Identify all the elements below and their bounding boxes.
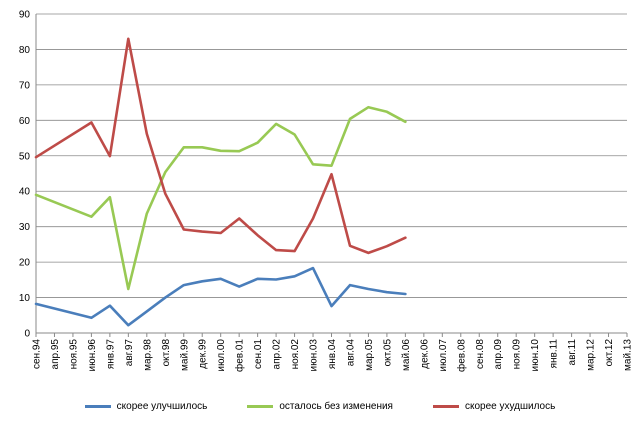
x-tick-label: май.06 (401, 339, 412, 371)
series-lines (34, 37, 407, 327)
x-tick-label: ноя.02 (290, 339, 301, 370)
x-tick-label: дек.06 (419, 339, 430, 369)
legend-swatch-unchanged (247, 404, 274, 408)
x-tick-label: окт.05 (382, 339, 393, 367)
legend-label-improved: скорее улучшилось (116, 400, 208, 412)
series-line-1 (34, 105, 407, 291)
x-tick-label: сен.94 (32, 339, 43, 369)
y-tick-label: 50 (19, 151, 31, 162)
x-tick-label: апр.02 (272, 339, 283, 370)
x-tick-label: ноя.95 (68, 339, 79, 370)
x-tick-label: апр.09 (493, 339, 504, 370)
x-tick-label: авг.04 (345, 339, 356, 367)
y-tick-label: 70 (19, 80, 31, 91)
x-tick-label: апр.95 (50, 339, 61, 370)
series-line-0 (34, 266, 407, 327)
legend-swatch-worsened (432, 404, 459, 408)
y-tick-label: 20 (19, 258, 31, 269)
x-tick-label: мар.98 (142, 339, 153, 371)
legend-label-worsened: скорее ухудшилось (464, 400, 556, 412)
y-tick-label: 0 (24, 329, 30, 340)
x-tick-label: июл.07 (438, 339, 449, 372)
x-tick-label: окт.98 (161, 339, 172, 367)
legend-item-improved: скорее улучшилось (84, 400, 208, 412)
y-tick-label: 80 (19, 45, 31, 56)
x-tick-label: дек.99 (198, 339, 209, 369)
y-tick-label: 30 (19, 222, 31, 233)
x-tick-label: ноя.09 (512, 339, 523, 370)
x-tick-label: окт.12 (604, 339, 615, 367)
x-tick-label: сен.01 (253, 339, 264, 369)
y-tick-labels: 0 10 20 30 40 50 60 70 80 90 (19, 10, 31, 340)
axes (35, 14, 628, 337)
legend: скорее улучшилось осталось без изменения… (0, 396, 640, 416)
x-tick-label: июн.10 (530, 339, 541, 372)
y-tick-label: 40 (19, 187, 31, 198)
x-tick-label: авг.11 (567, 339, 578, 366)
legend-swatch-improved (84, 404, 111, 408)
x-tick-label: май.13 (623, 339, 634, 371)
x-tick-label: июн.96 (87, 339, 98, 372)
x-tick-label: июн.03 (309, 339, 320, 372)
x-tick-label: мар.05 (364, 339, 375, 371)
x-tick-labels: сен.94 апр.95 ноя.95 июн.96 янв.97 авг.97 мар.… (32, 339, 634, 372)
x-tick-label: янв.04 (327, 339, 338, 370)
x-tick-label: фев.01 (234, 339, 246, 372)
x-tick-label: авг.97 (124, 339, 135, 367)
x-tick-label: май.99 (179, 339, 190, 371)
legend-item-unchanged: осталось без изменения (247, 401, 393, 412)
legend-item-worsened: скорее ухудшилось (432, 400, 556, 412)
x-tick-label: сен.08 (475, 339, 486, 369)
y-tick-label: 60 (19, 116, 31, 127)
x-tick-label: янв.97 (105, 339, 116, 370)
series-line-2 (34, 37, 407, 255)
legend-label-unchanged: осталось без изменения (279, 400, 393, 412)
x-tick-label: фев.08 (455, 339, 467, 372)
x-tick-label: янв.11 (549, 339, 560, 369)
x-tick-label: июл.00 (216, 339, 227, 372)
y-tick-label: 90 (19, 10, 31, 21)
y-tick-label: 10 (19, 293, 31, 304)
x-tick-label: мар.12 (586, 339, 597, 371)
